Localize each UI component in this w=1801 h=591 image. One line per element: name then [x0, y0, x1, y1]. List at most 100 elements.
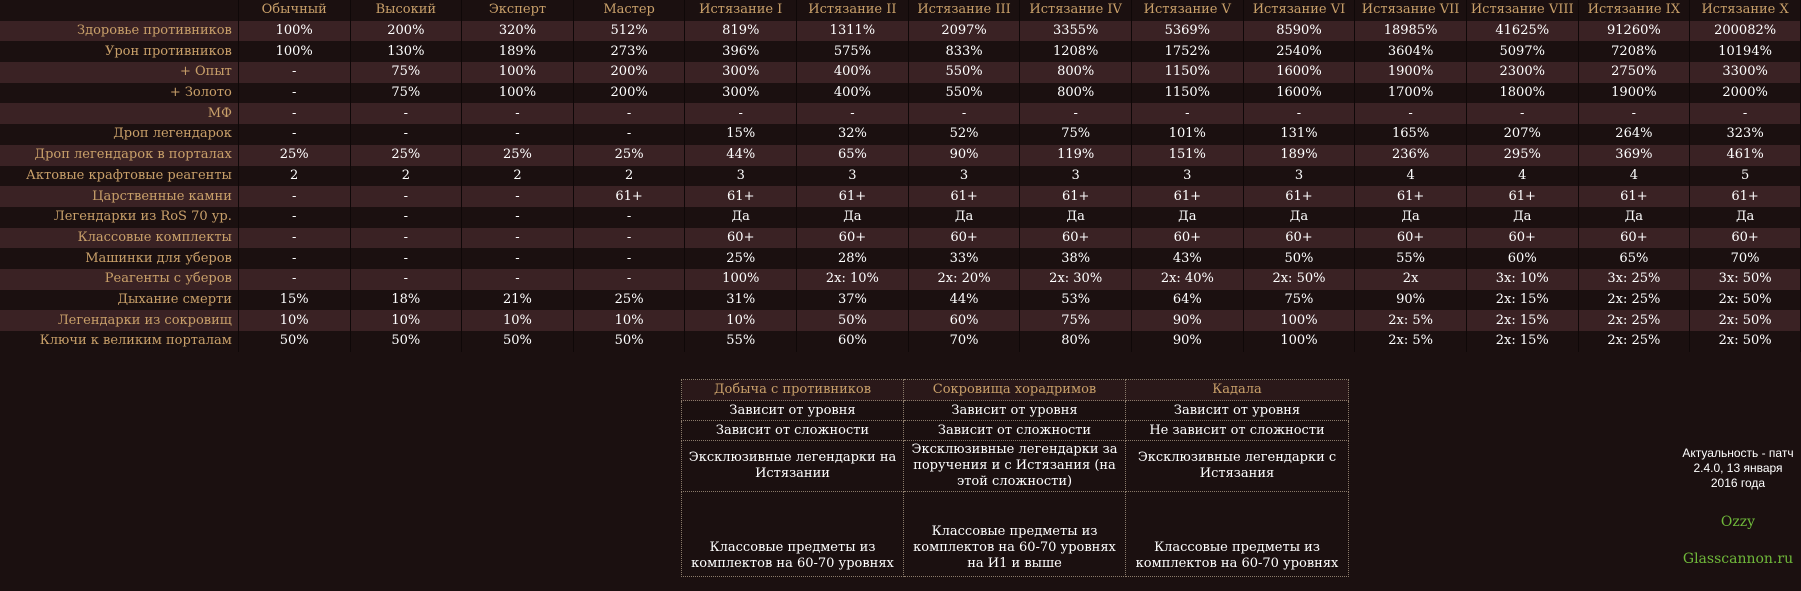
table-cell: 100% — [684, 268, 798, 290]
row-label: Дроп легендарок в порталах — [0, 144, 239, 166]
loot-cell: Зависит от сложности — [681, 420, 904, 441]
table-cell: 4 — [1354, 165, 1467, 187]
table-cell: 200082% — [1689, 20, 1801, 42]
table-cell: 61+ — [1354, 186, 1467, 207]
table-cell: 2x: 10% — [796, 268, 909, 290]
table-cell: 90% — [1131, 331, 1244, 352]
table-cell: 60% — [1466, 248, 1579, 269]
table-cell: 2 — [238, 165, 351, 187]
col-header: Высокий — [350, 0, 463, 21]
table-cell: 5 — [1689, 165, 1801, 187]
table-cell: 10% — [461, 310, 574, 331]
table-cell: - — [461, 124, 574, 145]
loot-cell: Зависит от уровня — [1125, 400, 1349, 421]
table-cell: - — [573, 124, 686, 145]
table-cell: - — [238, 124, 351, 145]
table-cell: - — [350, 227, 463, 249]
loot-cell: Зависит от сложности — [903, 420, 1126, 441]
table-cell: - — [1578, 103, 1691, 125]
col-header: Истязание II — [796, 0, 909, 21]
table-cell: 60+ — [1243, 227, 1356, 249]
table-cell: 60+ — [684, 227, 798, 249]
table-cell: 61+ — [1019, 186, 1132, 207]
table-cell: 10% — [238, 310, 351, 331]
table-cell: 295% — [1466, 144, 1579, 166]
table-cell: 3 — [908, 165, 1021, 187]
table-cell: Да — [1019, 206, 1132, 228]
table-cell: - — [238, 248, 351, 269]
table-row: Царственные камни - - -61+ 61+ 61+ 61+ 61+ 61+ 61… — [0, 186, 1801, 207]
table-cell: 60+ — [1689, 227, 1801, 249]
col-header: Обычный — [238, 0, 351, 21]
col-header: Истязание X — [1689, 0, 1801, 21]
row-label: Реагенты с уберов — [0, 268, 239, 290]
loot-row: Зависит от сложности Зависит от сложност… — [681, 420, 1349, 441]
table-cell: 550% — [908, 82, 1021, 104]
table-cell: 2750% — [1578, 62, 1691, 83]
table-cell: 75% — [1243, 289, 1356, 311]
row-label: Ключи к великим порталам — [0, 331, 239, 352]
loot-cell: Эксклюзивные легендарки на Истязании — [681, 440, 904, 492]
table-cell: 100% — [461, 62, 574, 83]
col-header: Истязание V — [1131, 0, 1244, 21]
table-cell: 369% — [1578, 144, 1691, 166]
table-cell: 264% — [1578, 124, 1691, 145]
table-cell: 60% — [796, 331, 909, 352]
header-row: Обычный Высокий Эксперт Мастер Истязание… — [0, 0, 1801, 21]
table-cell: Да — [1131, 206, 1244, 228]
table-cell: Да — [684, 206, 798, 228]
row-label: Легендарки из сокровищ — [0, 310, 239, 331]
table-cell: - — [238, 103, 351, 125]
loot-cell: Зависит от уровня — [681, 400, 904, 421]
table-cell: 37% — [796, 289, 909, 311]
table-cell: 50% — [1243, 248, 1356, 269]
table-cell: 65% — [1578, 248, 1691, 269]
table-cell: 70% — [1689, 248, 1801, 269]
table-cell: - — [350, 268, 463, 290]
table-cell: 3355% — [1019, 20, 1132, 42]
table-row: Машинки для уберов - - - -25% 28% 33% 38% 43% 50%… — [0, 248, 1801, 269]
table-cell: 2300% — [1466, 62, 1579, 83]
table-cell: 400% — [796, 62, 909, 83]
table-cell: 61+ — [1131, 186, 1244, 207]
table-cell: 90% — [1354, 289, 1467, 311]
table-cell: 61+ — [684, 186, 798, 207]
loot-cell: Классовые предметы из комплектов на 60-7… — [681, 491, 904, 577]
table-row: + Золото -75% 100% 200% 300% 400% 550% 800% 1150… — [0, 82, 1801, 104]
table-cell: 2x: 50% — [1243, 268, 1356, 290]
table-cell: 38% — [1019, 248, 1132, 269]
table-cell: 10194% — [1689, 41, 1801, 63]
table-cell: 151% — [1131, 144, 1244, 166]
table-cell: - — [573, 248, 686, 269]
table-cell: 320% — [461, 20, 574, 42]
table-cell: 5369% — [1131, 20, 1244, 42]
col-header: Истязание I — [684, 0, 798, 21]
table-cell: 55% — [684, 331, 798, 352]
table-cell: 50% — [238, 331, 351, 352]
table-cell: 2x: 15% — [1466, 310, 1579, 331]
table-cell: 200% — [573, 62, 686, 83]
table-cell: 3x: 10% — [1466, 268, 1579, 290]
table-cell: 18985% — [1354, 20, 1467, 42]
table-cell: 55% — [1354, 248, 1467, 269]
table-cell: 25% — [238, 144, 351, 166]
loot-header-row: Добыча с противников Сокровища хорадримо… — [681, 379, 1349, 401]
table-cell: 31% — [684, 289, 798, 311]
table-cell: 2 — [461, 165, 574, 187]
table-cell: - — [684, 103, 798, 125]
col-header: Истязание VI — [1243, 0, 1356, 21]
table-cell: 2097% — [908, 20, 1021, 42]
table-cell: 1600% — [1243, 82, 1356, 104]
difficulty-table-container: Обычный Высокий Эксперт Мастер Истязание… — [0, 0, 1801, 352]
table-cell: 50% — [796, 310, 909, 331]
table-cell: 2x: 15% — [1466, 289, 1579, 311]
table-cell: 575% — [796, 41, 909, 63]
col-header: Истязание III — [908, 0, 1021, 21]
table-cell: 1800% — [1466, 82, 1579, 104]
col-header: Истязание VII — [1354, 0, 1467, 21]
row-label: Урон противников — [0, 41, 239, 63]
table-cell: 61+ — [796, 186, 909, 207]
table-cell: - — [350, 248, 463, 269]
table-cell: 91260% — [1578, 20, 1691, 42]
table-cell: 2x: 40% — [1131, 268, 1244, 290]
